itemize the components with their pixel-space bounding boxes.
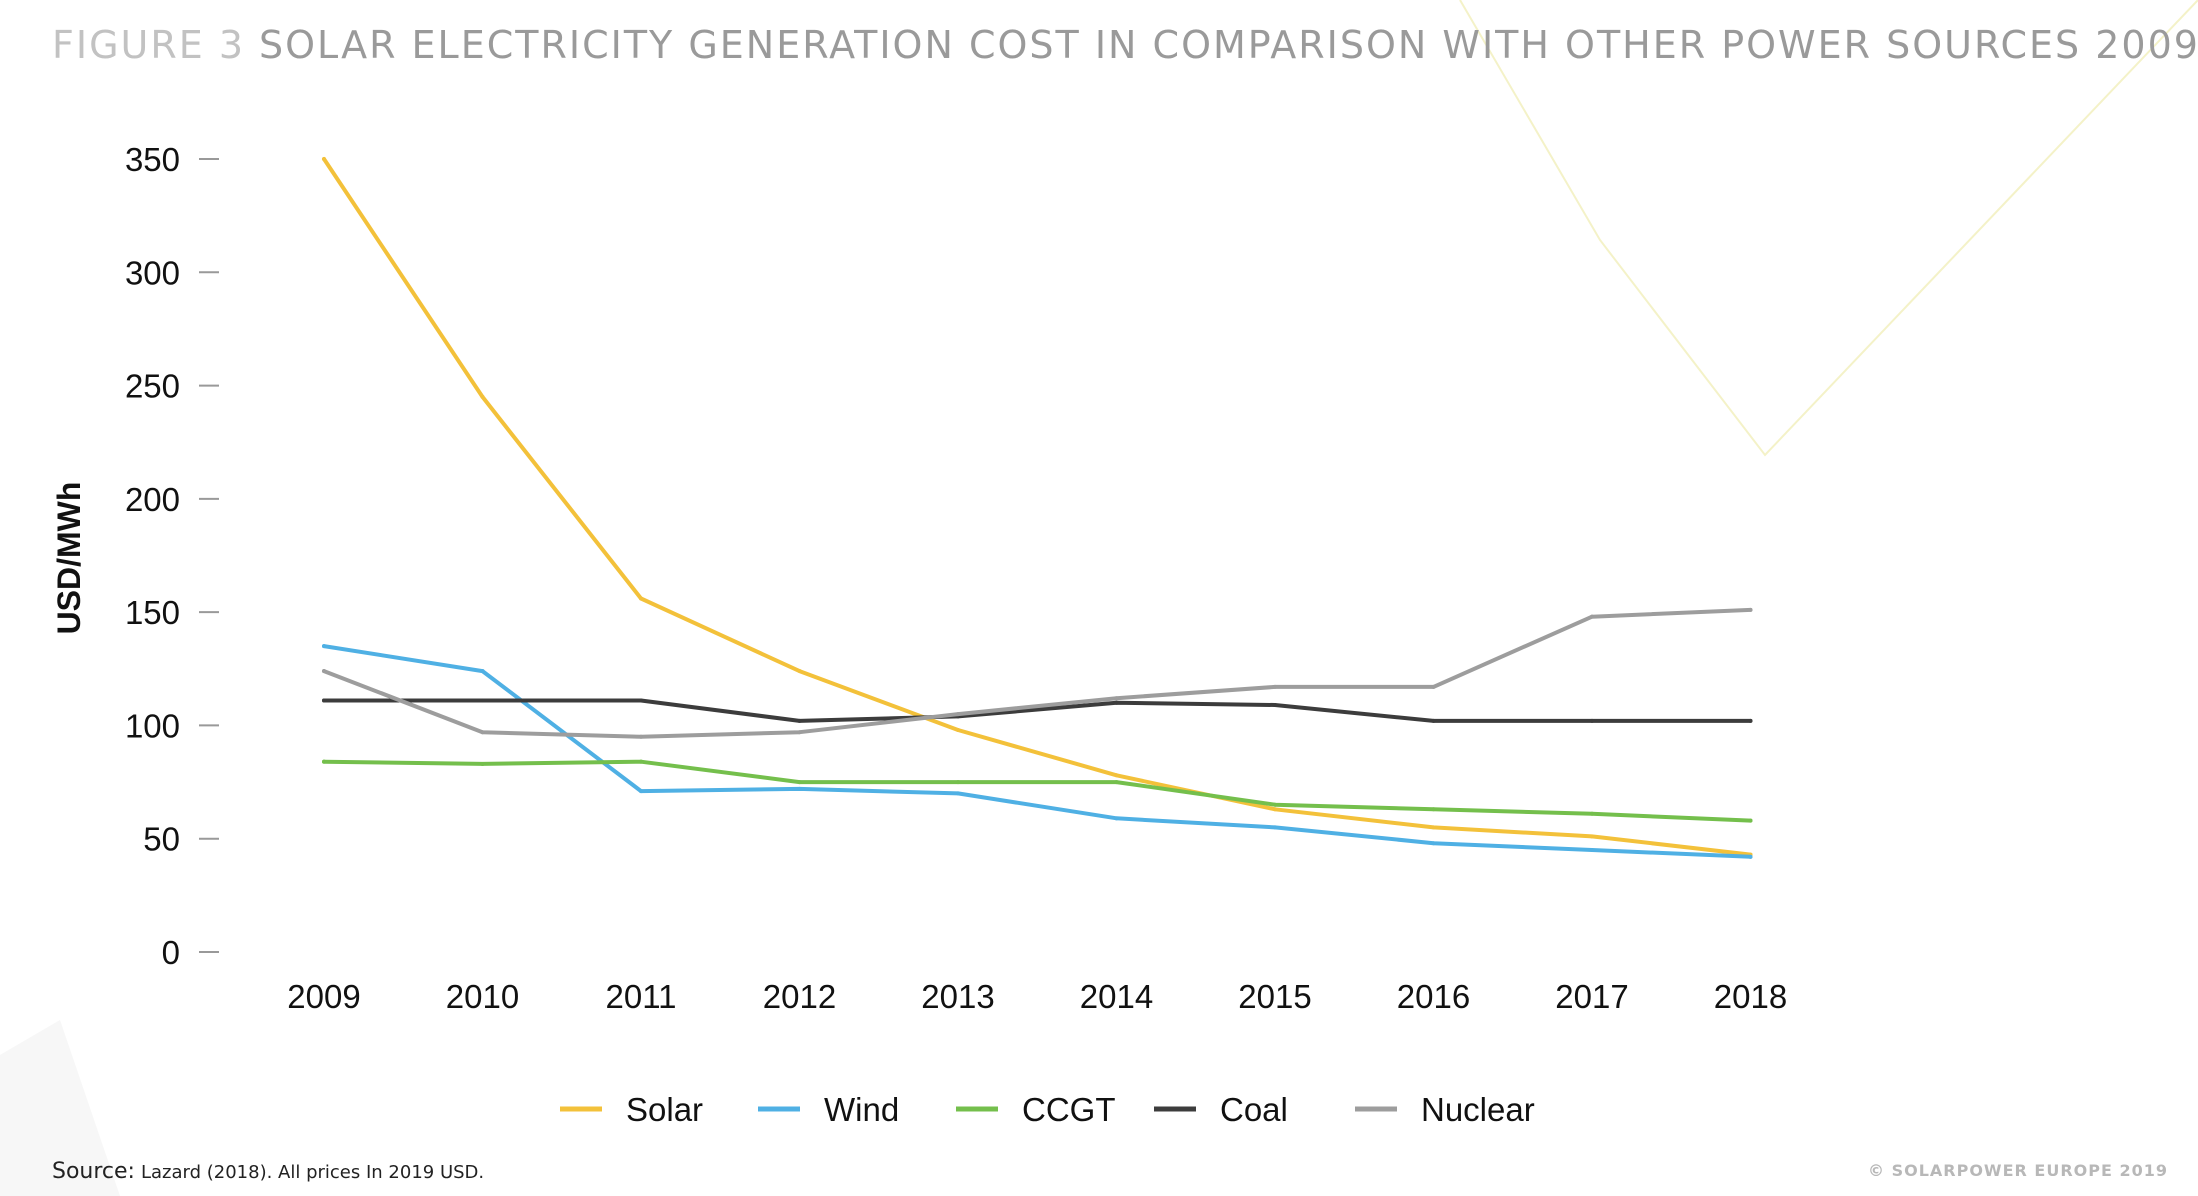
- legend: Solar Wind CCGT Coal Nuclear: [560, 1091, 1535, 1128]
- y-tick-label: 250: [125, 368, 180, 405]
- data-point-solar: [1590, 834, 1594, 839]
- data-point-nuclear: [480, 730, 485, 735]
- legend-label-wind: Wind: [824, 1091, 899, 1128]
- series-layer: [322, 157, 1753, 859]
- data-point-wind: [1748, 854, 1753, 859]
- data-point-coal: [322, 698, 326, 703]
- data-point-nuclear: [1748, 607, 1753, 612]
- figure-title: FIGURE 3 SOLAR ELECTRICITY GENERATION COS…: [52, 23, 2198, 67]
- series-line-solar: [322, 157, 1753, 857]
- data-point-coal: [797, 718, 802, 723]
- x-axis: 2009 2010 2011 2012 2013 2014 2015 2016 2017 2018: [287, 978, 1787, 1015]
- data-point-ccgt: [1431, 807, 1436, 812]
- data-point-wind: [956, 791, 960, 796]
- y-tick-label: 0: [162, 934, 180, 971]
- y-tick-label: 200: [125, 481, 180, 518]
- legend-label-coal: Coal: [1220, 1091, 1288, 1128]
- data-point-coal: [1748, 718, 1753, 723]
- data-point-coal: [480, 698, 485, 703]
- x-tick-label: 2018: [1714, 978, 1787, 1015]
- legend-label-solar: Solar: [626, 1091, 703, 1128]
- data-point-ccgt: [1590, 811, 1594, 816]
- source-prefix: Source:: [52, 1159, 135, 1184]
- data-point-nuclear: [1273, 684, 1277, 689]
- data-point-nuclear: [956, 712, 960, 717]
- data-point-nuclear: [639, 734, 643, 739]
- data-point-solar: [322, 157, 326, 161]
- data-point-solar: [639, 596, 643, 601]
- data-point-solar: [480, 394, 485, 399]
- data-point-ccgt: [1748, 818, 1753, 823]
- data-point-ccgt: [956, 780, 960, 785]
- data-point-solar: [956, 727, 960, 732]
- y-axis: 0 50 100 150 200 250 300 350: [125, 141, 219, 971]
- y-axis-title: USD/MWh: [51, 482, 87, 635]
- x-tick-label: 2012: [763, 978, 836, 1015]
- x-tick-label: 2014: [1080, 978, 1153, 1015]
- source-text: Lazard (2018). All prices In 2019 USD.: [141, 1162, 484, 1183]
- data-point-ccgt: [322, 759, 326, 764]
- data-point-wind: [797, 786, 802, 791]
- data-point-wind: [1431, 841, 1436, 846]
- data-point-ccgt: [1114, 780, 1119, 785]
- data-point-ccgt: [639, 759, 643, 764]
- data-point-wind: [322, 644, 326, 649]
- series-line-nuclear: [322, 607, 1753, 739]
- data-point-coal: [1273, 703, 1277, 708]
- y-tick-label: 350: [125, 141, 180, 178]
- legend-label-nuclear: Nuclear: [1421, 1091, 1535, 1128]
- data-point-coal: [639, 698, 643, 703]
- data-point-nuclear: [1431, 684, 1436, 689]
- series-line-ccgt: [322, 759, 1753, 823]
- copyright: © SOLARPOWER EUROPE 2019: [1868, 1161, 2168, 1180]
- series-line-wind: [322, 644, 1753, 859]
- data-point-wind: [639, 789, 643, 794]
- data-point-solar: [797, 669, 802, 674]
- data-point-solar: [1431, 825, 1436, 830]
- figure-number: FIGURE 3: [52, 23, 245, 67]
- x-tick-label: 2011: [606, 978, 677, 1015]
- x-tick-label: 2016: [1397, 978, 1470, 1015]
- data-point-coal: [1590, 718, 1594, 723]
- data-point-coal: [1114, 700, 1119, 705]
- data-point-solar: [1273, 807, 1277, 812]
- x-tick-label: 2009: [287, 978, 360, 1015]
- data-point-wind: [1273, 825, 1277, 830]
- data-point-nuclear: [1590, 614, 1594, 619]
- data-point-ccgt: [480, 761, 485, 766]
- x-tick-label: 2015: [1238, 978, 1311, 1015]
- data-point-wind: [1114, 816, 1119, 821]
- y-tick-label: 150: [125, 594, 180, 631]
- x-tick-label: 2013: [921, 978, 994, 1015]
- source-note: Source: Lazard (2018). All prices In 2019…: [52, 1159, 484, 1184]
- data-point-solar: [1114, 773, 1119, 778]
- data-point-ccgt: [797, 780, 802, 785]
- data-point-coal: [1431, 718, 1436, 723]
- x-tick-label: 2017: [1555, 978, 1628, 1015]
- legend-label-ccgt: CCGT: [1022, 1091, 1116, 1128]
- data-point-nuclear: [1114, 696, 1119, 701]
- data-point-ccgt: [1273, 802, 1277, 807]
- data-point-wind: [1590, 848, 1594, 853]
- data-point-nuclear: [322, 669, 326, 674]
- figure-title-text: SOLAR ELECTRICITY GENERATION COST IN COM…: [259, 23, 2198, 67]
- y-tick-label: 50: [143, 821, 180, 858]
- y-tick-label: 300: [125, 254, 180, 291]
- series-line-coal: [322, 698, 1753, 723]
- data-point-nuclear: [797, 730, 802, 735]
- data-point-wind: [480, 669, 485, 674]
- y-tick-label: 100: [125, 707, 180, 744]
- x-tick-label: 2010: [446, 978, 519, 1015]
